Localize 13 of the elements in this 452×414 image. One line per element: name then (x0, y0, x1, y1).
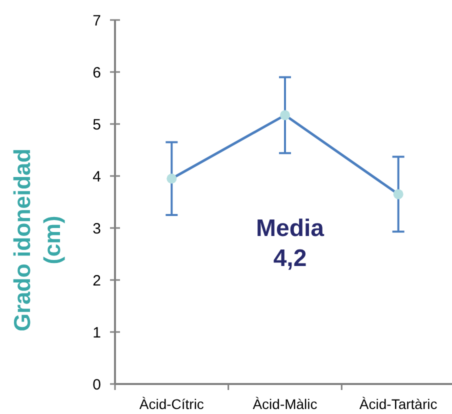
y-tick-label: 0 (92, 376, 101, 394)
x-tick-label: Àcid-Tartàric (359, 396, 438, 412)
y-tick-label: 2 (92, 272, 101, 290)
y-tick-label: 5 (92, 116, 101, 134)
annotation: Media 4,2 (256, 215, 325, 272)
y-tick-label: 3 (92, 220, 101, 238)
y-tick-label: 7 (92, 12, 101, 30)
y-axis-title: Grado idoneidad (cm) (9, 148, 65, 332)
x-tick-label: Àcid-Màlic (252, 396, 318, 412)
x-tick-label: Àcid-Cítric (139, 396, 204, 412)
y-tick-label: 6 (92, 64, 101, 82)
y-tick-label: 1 (92, 324, 101, 342)
y-tick-label: 4 (92, 168, 101, 186)
